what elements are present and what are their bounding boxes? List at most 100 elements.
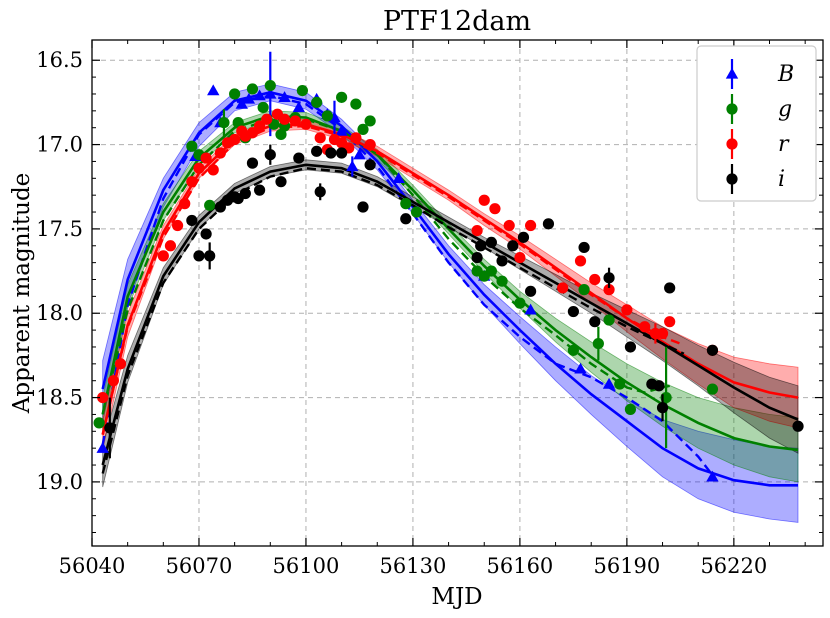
x-axis-label: MJD bbox=[431, 584, 482, 610]
data-point-i bbox=[253, 184, 266, 196]
band-i bbox=[102, 159, 799, 488]
dashed-line-i bbox=[101, 166, 685, 474]
data-point-r bbox=[300, 118, 312, 130]
x-tick-label: 56130 bbox=[380, 554, 447, 578]
data-point-i bbox=[624, 341, 637, 353]
data-point-i bbox=[653, 380, 665, 392]
model-line-g bbox=[101, 114, 799, 452]
data-point-i bbox=[293, 152, 305, 164]
data-point-B bbox=[353, 148, 366, 160]
legend-marker-g bbox=[726, 103, 738, 115]
data-point-r bbox=[557, 282, 569, 294]
data-point-i bbox=[186, 214, 198, 227]
data-point-r bbox=[107, 375, 119, 387]
data-point-g bbox=[624, 403, 637, 415]
data-point-i bbox=[200, 228, 212, 240]
data-point-i bbox=[357, 201, 369, 213]
data-point-i bbox=[204, 250, 216, 262]
data-point-r bbox=[164, 240, 177, 252]
data-point-g bbox=[246, 83, 259, 95]
data-point-B bbox=[253, 89, 266, 101]
data-point-r bbox=[471, 224, 483, 237]
axis-ticks: 56040 56070 56100 56130 56160 56190 56220 16.5 1… bbox=[36, 40, 823, 578]
plot-frame bbox=[91, 39, 824, 547]
data-point-g bbox=[321, 110, 333, 122]
legend-label-g: g bbox=[778, 97, 792, 122]
data-point-r bbox=[525, 219, 537, 232]
data-point-g bbox=[567, 344, 579, 356]
data-point-r bbox=[193, 162, 205, 174]
data-point-g bbox=[614, 378, 626, 390]
legend-marker-i bbox=[726, 173, 738, 185]
data-point-r bbox=[186, 176, 198, 188]
data-point-i bbox=[471, 251, 483, 264]
data-point-g bbox=[514, 297, 526, 309]
data-point-i bbox=[525, 285, 537, 297]
data-point-i bbox=[311, 145, 323, 157]
data-point-r bbox=[246, 127, 259, 139]
data-point-g bbox=[364, 115, 376, 127]
data-point-r bbox=[503, 219, 515, 232]
legend-label-B: B bbox=[777, 62, 794, 87]
x-tick-label: 56160 bbox=[486, 554, 553, 578]
data-point-i bbox=[400, 213, 412, 225]
data-point-r bbox=[253, 120, 266, 132]
y-tick-label: 17.0 bbox=[36, 133, 83, 157]
data-point-i bbox=[706, 344, 719, 356]
legend-label-r: r bbox=[778, 132, 790, 157]
data-point-r bbox=[261, 113, 273, 125]
data-point-r bbox=[207, 164, 219, 176]
y-tick-label: 18.0 bbox=[36, 301, 83, 325]
data-point-g bbox=[186, 140, 198, 152]
x-tick-label: 56070 bbox=[166, 554, 233, 578]
data-point-i bbox=[792, 420, 804, 432]
data-point-g bbox=[204, 199, 216, 211]
data-point-B bbox=[574, 362, 587, 374]
data-point-i bbox=[578, 241, 590, 254]
legend-box bbox=[696, 45, 817, 202]
data-point-i bbox=[325, 147, 337, 159]
data-point-r bbox=[639, 321, 651, 333]
data-point-r bbox=[314, 132, 326, 144]
data-point-i bbox=[475, 240, 487, 252]
data-point-r bbox=[664, 316, 676, 328]
data-point-B bbox=[264, 87, 277, 99]
data-point-B bbox=[706, 470, 719, 482]
data-point-i bbox=[517, 231, 530, 243]
data-point-r bbox=[278, 113, 291, 125]
y-tick-label: 17.5 bbox=[36, 217, 83, 241]
legend-marker-r bbox=[726, 138, 738, 150]
data-point-B bbox=[278, 91, 291, 102]
data-point-i bbox=[485, 236, 497, 248]
data-point-i bbox=[656, 402, 669, 414]
data-point-g bbox=[350, 98, 362, 110]
data-point-B bbox=[346, 160, 359, 172]
data-point-r bbox=[364, 138, 376, 151]
data-point-g bbox=[496, 275, 508, 287]
data-point-r bbox=[214, 147, 226, 159]
data-point-r bbox=[574, 255, 587, 267]
data-point-r bbox=[656, 327, 669, 340]
data-point-g bbox=[229, 88, 241, 100]
data-point-i bbox=[364, 159, 376, 171]
data-point-r bbox=[603, 284, 615, 296]
data-point-i bbox=[314, 186, 326, 198]
data-point-g bbox=[275, 128, 287, 141]
data-point-i bbox=[496, 255, 508, 267]
data-point-g bbox=[311, 96, 323, 109]
data-point-i bbox=[542, 218, 555, 230]
data-point-i bbox=[603, 272, 615, 284]
model-line-B bbox=[101, 90, 798, 487]
data-point-r bbox=[97, 391, 109, 404]
data-point-g bbox=[232, 117, 244, 129]
data-point-i bbox=[193, 250, 205, 262]
data-point-B bbox=[392, 172, 405, 183]
y-tick-label: 19.0 bbox=[36, 470, 83, 494]
data-point-r bbox=[179, 198, 191, 210]
data-point-r bbox=[621, 304, 633, 316]
data-point-B bbox=[96, 441, 109, 453]
data-point-i bbox=[264, 149, 276, 161]
data-point-i bbox=[664, 282, 676, 294]
